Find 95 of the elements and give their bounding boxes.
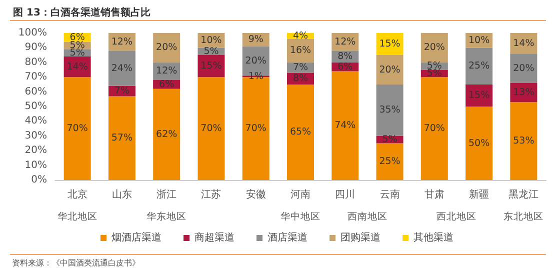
text: 华中地区	[280, 210, 320, 222]
y-tick-label: 100%	[18, 28, 47, 38]
data-label: 14%	[513, 38, 534, 49]
data-label: 53%	[513, 136, 534, 147]
data-label: 6%	[338, 61, 353, 72]
legend-label: 其他渠道	[414, 232, 454, 244]
data-label: 20%	[379, 64, 400, 76]
y-tick-label: 40%	[24, 116, 47, 127]
data-label: 62%	[156, 128, 178, 140]
bar	[420, 77, 448, 180]
data-label: 57%	[111, 132, 133, 144]
data-label: 24%	[111, 62, 133, 74]
x-tick-label: 山东	[112, 188, 132, 200]
x-tick-label: 江苏	[201, 188, 222, 200]
bar	[198, 77, 225, 180]
data-label: 12%	[156, 66, 178, 77]
x-tick-label: 安徽	[246, 188, 266, 200]
data-label: 14%	[66, 61, 88, 72]
data-label: 20%	[156, 42, 178, 54]
data-label: 15%	[200, 60, 222, 72]
data-label: 10%	[468, 34, 490, 46]
data-label: 12%	[334, 36, 356, 48]
y-tick-label: 80%	[24, 56, 47, 68]
data-label: 70%	[245, 123, 266, 134]
legend-label: 烟酒店渠道	[112, 232, 162, 244]
x-tick-label: 北京	[67, 188, 88, 200]
data-label: 8%	[338, 51, 353, 62]
data-label: 35%	[379, 104, 400, 116]
legend-label: 商超渠道	[194, 232, 234, 244]
data-label: 70%	[424, 123, 445, 134]
y-tick-label: 10%	[24, 160, 47, 171]
data-label: 12%	[111, 36, 133, 48]
text: 西北地区	[436, 210, 477, 222]
text: 资料来源：《中国酒类流通白皮书》	[12, 258, 140, 268]
x-tick-label: 四川	[335, 188, 356, 200]
y-tick-label: 60%	[24, 86, 47, 98]
data-label: 6%	[159, 78, 174, 90]
bar	[376, 55, 404, 84]
data-label: 10%	[200, 34, 222, 46]
bar	[153, 33, 180, 62]
bar	[153, 88, 180, 180]
x-tick-label: 黑龙江	[508, 188, 539, 200]
bar	[420, 33, 448, 62]
data-label: 74%	[334, 120, 356, 132]
data-label: 5%	[382, 134, 398, 146]
data-label: 7%	[292, 62, 308, 74]
data-label: 15%	[379, 38, 400, 50]
bar	[108, 96, 136, 180]
data-label: 8%	[292, 73, 308, 84]
bar	[64, 77, 91, 180]
data-label: 70%	[200, 123, 222, 134]
x-tick-label: 新疆	[469, 188, 490, 200]
bar	[510, 54, 538, 83]
y-tick-label: 20%	[24, 145, 47, 156]
bar	[108, 50, 136, 86]
y-tick-label: 50%	[24, 101, 47, 112]
bar	[376, 84, 404, 136]
legend-label: 酒店渠道	[268, 232, 308, 244]
text: 西南地区	[347, 210, 388, 222]
x-tick-label: 浙江	[156, 188, 177, 200]
y-tick-label: 0%	[31, 174, 47, 186]
chart-title: 图 13：白酒各渠道销售额占比	[13, 6, 150, 18]
bar	[466, 106, 493, 180]
data-label: 5%	[204, 46, 219, 57]
data-label: 5%	[70, 47, 85, 58]
data-label: 50%	[468, 138, 490, 149]
data-label: 7%	[114, 86, 130, 97]
data-label: 20%	[424, 42, 445, 54]
data-label: 15%	[468, 90, 490, 101]
y-tick-label: 30%	[24, 130, 47, 142]
data-label: 9%	[248, 34, 264, 46]
data-label: 1%	[248, 70, 264, 82]
bar	[287, 84, 314, 180]
y-tick-label: 70%	[24, 72, 47, 83]
data-label: 65%	[290, 126, 312, 138]
data-label: 70%	[66, 123, 88, 134]
bar	[466, 48, 493, 84]
x-tick-label: 河南	[290, 188, 310, 200]
bar	[510, 102, 538, 180]
legend-label: 团购渠道	[340, 232, 380, 244]
text: 华东地区	[146, 210, 187, 222]
data-label: 13%	[513, 87, 534, 98]
data-label: 25%	[468, 60, 490, 72]
x-tick-label: 甘肃	[424, 188, 444, 200]
data-label: 20%	[513, 62, 534, 74]
data-label: 20%	[245, 55, 266, 66]
y-tick-label: 90%	[24, 42, 47, 54]
bar	[332, 71, 359, 180]
text: 东北地区	[504, 210, 544, 222]
bar	[376, 143, 404, 180]
data-label: 16%	[290, 45, 312, 56]
text: 华北地区	[57, 210, 98, 222]
data-label: 25%	[379, 156, 400, 168]
x-tick-label: 云南	[380, 188, 400, 200]
data-label: 4%	[292, 30, 308, 42]
